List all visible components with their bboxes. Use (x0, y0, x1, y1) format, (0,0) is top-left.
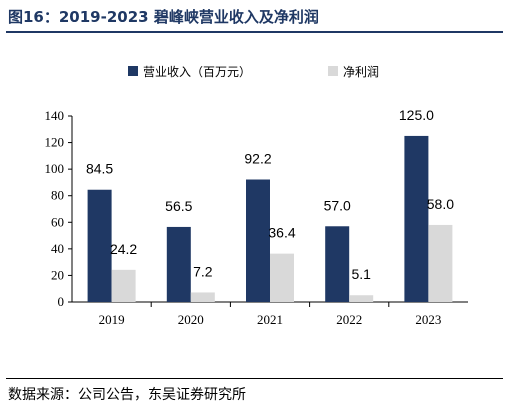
chart-title: 图16：2019-2023 碧峰峡营业收入及净利润 (8, 8, 319, 26)
data-label-net-profit: 58.0 (427, 196, 454, 212)
x-axis: 2019 2020 2021 2022 2023 (72, 301, 468, 327)
data-label-revenue: 57.0 (324, 197, 351, 213)
bar-revenue (166, 226, 191, 302)
source-note: 数据来源：公司公告，东吴证券研究所 (8, 387, 246, 403)
legend-label-revenue: 营业收入（百万元） (143, 65, 251, 79)
y-tick-label: 0 (58, 294, 65, 309)
bar-net-profit (190, 292, 215, 302)
bar-revenue (246, 179, 270, 302)
bar-net-profit (111, 269, 136, 302)
bar-net-profit (428, 224, 453, 302)
bar-net-profit (270, 253, 294, 302)
data-label-revenue: 84.5 (86, 161, 113, 177)
bar-revenue (325, 226, 350, 302)
legend-swatch-revenue (128, 66, 138, 76)
y-tick-label: 20 (51, 267, 64, 282)
legend-swatch-net-profit (328, 66, 338, 76)
x-tick-label: 2019 (99, 312, 125, 327)
data-label-revenue: 125.0 (399, 107, 434, 123)
y-tick-label: 120 (45, 135, 65, 150)
legend-label-net-profit: 净利润 (343, 65, 379, 79)
x-tick-label: 2022 (336, 312, 362, 327)
data-label-net-profit: 7.2 (193, 263, 213, 279)
x-tick-label: 2020 (178, 312, 204, 327)
y-tick-label: 80 (51, 188, 64, 203)
bar-revenue (87, 189, 112, 302)
bar-revenue (404, 135, 429, 302)
data-label-revenue: 92.2 (244, 151, 271, 167)
y-axis: 0 20 40 60 80 100 120 140 (45, 108, 73, 309)
y-tick-label: 60 (51, 214, 64, 229)
x-tick-label: 2021 (257, 312, 283, 327)
x-tick-label: 2023 (415, 312, 441, 327)
legend: 营业收入（百万元） 净利润 (128, 65, 379, 79)
data-labels: 84.5 56.5 92.2 57.0 125.0 24.2 7.2 36.4 5.1 58.0 (86, 107, 454, 282)
bar-net-profit (349, 295, 374, 302)
data-label-net-profit: 36.4 (268, 225, 295, 241)
data-label-net-profit: 5.1 (351, 266, 371, 282)
y-tick-label: 40 (51, 241, 64, 256)
bars (87, 135, 453, 302)
data-label-net-profit: 24.2 (110, 241, 137, 257)
source-divider (6, 378, 503, 379)
y-tick-label: 100 (45, 161, 65, 176)
title-divider (6, 31, 503, 33)
data-label-revenue: 56.5 (165, 198, 192, 214)
y-tick-label: 140 (45, 108, 65, 123)
